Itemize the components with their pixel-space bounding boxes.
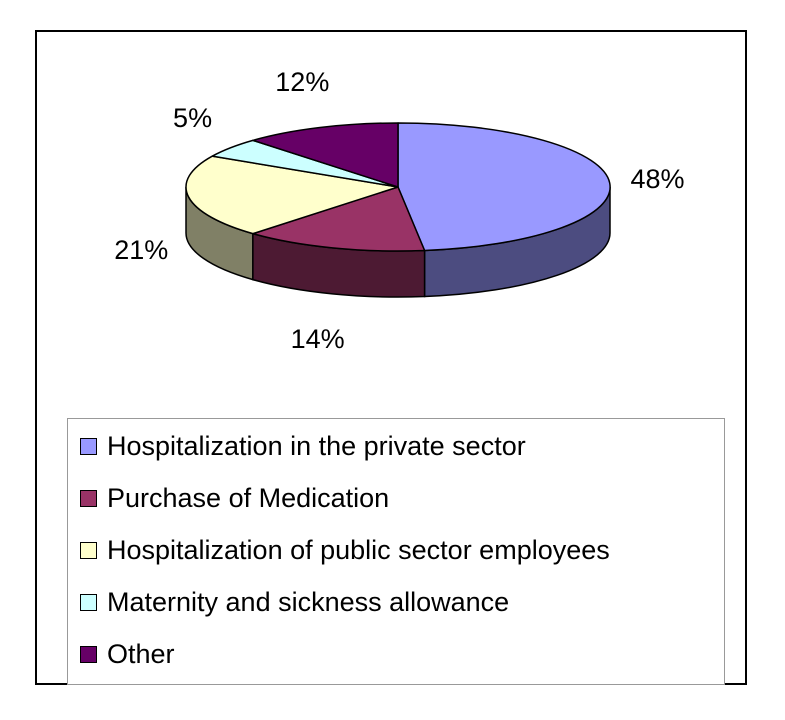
pie-slice-0 <box>397 122 611 252</box>
legend-label: Purchase of Medication <box>107 482 390 513</box>
value-label-3: 5% <box>173 102 213 133</box>
legend-label: Hospitalization of public sector employe… <box>107 534 610 565</box>
pie-slice-1 <box>252 186 426 252</box>
pie-slice-4 <box>252 122 399 188</box>
value-label-2: 21% <box>114 235 169 266</box>
legend-item: Other <box>80 634 175 674</box>
legend-label: Maternity and sickness allowance <box>107 586 510 617</box>
legend-label: Hospitalization in the private sector <box>107 430 526 461</box>
legend-swatch <box>80 593 97 611</box>
value-label-1: 14% <box>290 324 345 355</box>
legend-item: Hospitalization in the private sector <box>80 426 526 466</box>
value-label-0: 48% <box>630 164 685 195</box>
value-label-4: 12% <box>275 67 330 98</box>
legend-item: Hospitalization of public sector employe… <box>80 530 610 570</box>
legend: Hospitalization in the private sector Pur… <box>67 418 725 685</box>
legend-item: Purchase of Medication <box>80 478 389 518</box>
legend-swatch <box>80 645 97 663</box>
legend-swatch <box>80 541 97 559</box>
legend-label: Other <box>107 638 175 669</box>
legend-swatch <box>80 437 97 455</box>
pie-slice-2 <box>185 155 399 235</box>
legend-item: Maternity and sickness allowance <box>80 582 509 622</box>
legend-swatch <box>80 489 97 507</box>
